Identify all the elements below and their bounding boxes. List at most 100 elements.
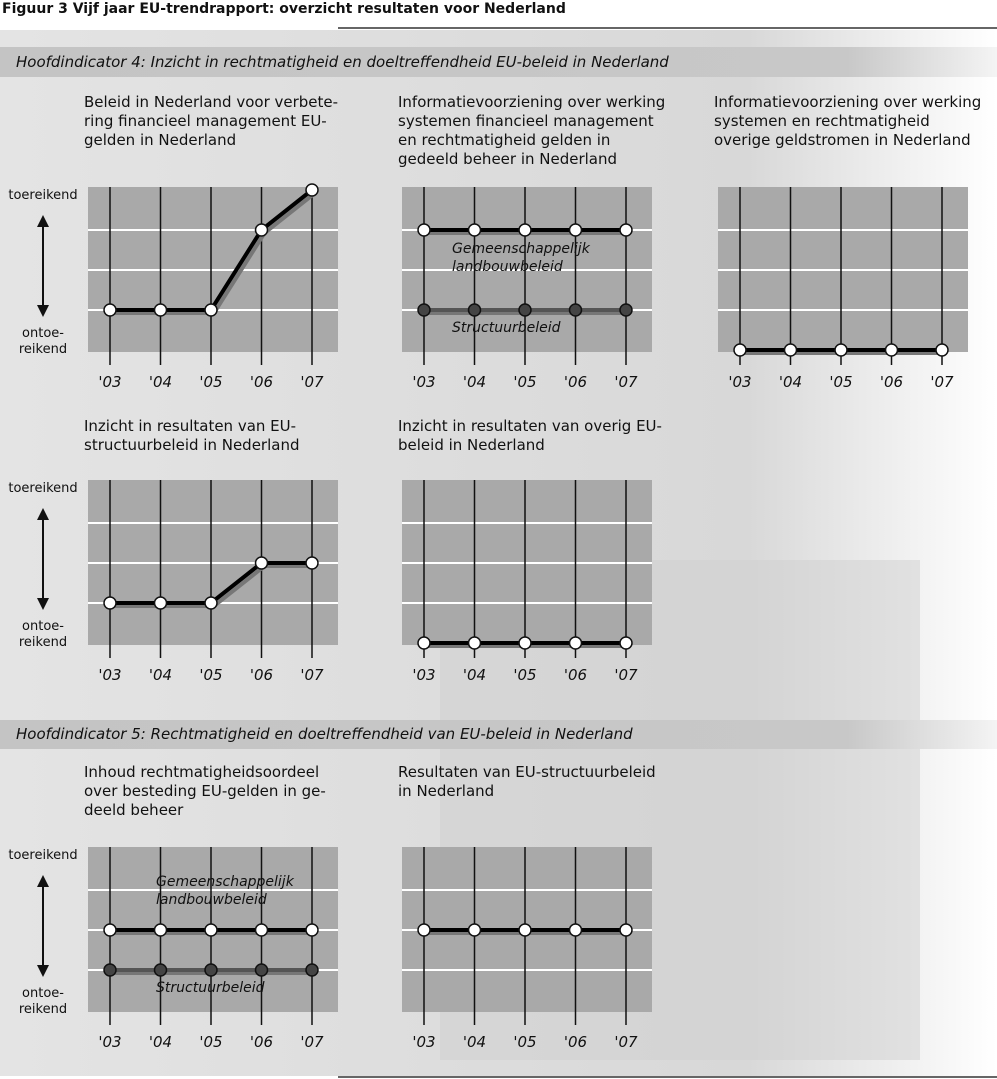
y-top-label: toereikend <box>8 188 77 203</box>
marker <box>619 636 633 650</box>
marker <box>518 303 532 317</box>
y-bottom-label: ontoe- <box>22 986 64 1001</box>
marker <box>254 923 269 937</box>
marker <box>619 303 633 317</box>
chart-title: Beleid in Nederland voor verbete- <box>84 93 338 111</box>
x-tick-label: '07 <box>614 1033 638 1051</box>
x-tick-label: '06 <box>564 373 587 391</box>
marker <box>153 963 168 977</box>
marker <box>153 303 168 317</box>
chart-title: in Nederland <box>398 782 494 800</box>
y-bottom-label: reikend <box>19 1002 67 1017</box>
x-tick-label: '05 <box>513 666 536 684</box>
series-label: landbouwbeleid <box>452 259 563 275</box>
marker <box>254 556 269 570</box>
x-tick-label: '07 <box>930 373 954 391</box>
chart-title: gedeeld beheer in Nederland <box>398 150 617 168</box>
series-label: landbouwbeleid <box>156 892 267 908</box>
marker <box>417 923 431 937</box>
y-bottom-label: ontoe- <box>22 326 64 341</box>
marker <box>467 636 482 650</box>
y-bottom-label: ontoe- <box>22 619 64 634</box>
x-tick-label: '03 <box>728 373 751 391</box>
x-tick-label: '05 <box>199 373 222 391</box>
y-top-label: toereikend <box>8 481 77 496</box>
section-header: Hoofdindicator 5: Rechtmatigheid en doel… <box>16 725 633 743</box>
arrow-head <box>37 508 49 610</box>
x-tick-label: '03 <box>412 666 435 684</box>
marker <box>935 343 949 357</box>
marker <box>204 923 218 937</box>
chart-title: systemen financieel management <box>398 112 654 130</box>
marker <box>204 596 218 610</box>
chart-title: en rechtmatigheid gelden in <box>398 131 610 149</box>
y-bottom-label: reikend <box>19 342 67 357</box>
x-tick-label: '07 <box>614 373 638 391</box>
x-tick-label: '06 <box>250 666 273 684</box>
marker <box>568 636 583 650</box>
x-tick-label: '05 <box>829 373 852 391</box>
marker <box>834 343 848 357</box>
chart-title: Informatievoorziening over werking <box>398 93 665 111</box>
marker <box>518 636 532 650</box>
marker <box>153 923 168 937</box>
chart-title: Resultaten van EU-structuurbeleid <box>398 763 656 781</box>
x-tick-label: '07 <box>300 1033 324 1051</box>
x-tick-label: '04 <box>463 373 486 391</box>
x-tick-label: '05 <box>513 1033 536 1051</box>
chart-title: Inzicht in resultaten van EU- <box>84 417 296 435</box>
figure-title: Figuur 3 Vijf jaar EU-trendrapport: over… <box>2 1 566 17</box>
marker <box>153 596 168 610</box>
section-header: Hoofdindicator 4: Inzicht in rechtmatigh… <box>16 53 669 71</box>
marker <box>305 183 319 197</box>
marker <box>467 923 482 937</box>
marker <box>103 963 117 977</box>
marker <box>783 343 798 357</box>
marker <box>518 923 532 937</box>
marker <box>417 636 431 650</box>
marker <box>733 343 747 357</box>
arrow-head <box>37 215 49 317</box>
x-tick-label: '05 <box>199 666 222 684</box>
chart-title: Informatievoorziening over werking <box>714 93 981 111</box>
x-tick-label: '06 <box>880 373 903 391</box>
x-tick-label: '04 <box>149 1033 172 1051</box>
x-tick-label: '04 <box>463 1033 486 1051</box>
x-tick-label: '06 <box>564 666 587 684</box>
marker <box>305 556 319 570</box>
x-tick-label: '07 <box>614 666 638 684</box>
x-tick-label: '06 <box>250 1033 273 1051</box>
x-tick-label: '07 <box>300 373 324 391</box>
marker <box>254 223 269 237</box>
section-bar <box>0 47 997 77</box>
series-label: Structuurbeleid <box>452 320 561 336</box>
x-tick-label: '05 <box>513 373 536 391</box>
series-label: Structuurbeleid <box>156 980 265 996</box>
marker <box>305 963 319 977</box>
marker <box>305 923 319 937</box>
chart-title: gelden in Nederland <box>84 131 236 149</box>
chart-title: Inzicht in resultaten van overig EU- <box>398 417 662 435</box>
marker <box>619 223 633 237</box>
x-tick-label: '03 <box>412 373 435 391</box>
series-label: Gemeenschappelijk <box>452 241 591 257</box>
x-tick-label: '04 <box>463 666 486 684</box>
marker <box>884 343 899 357</box>
section-bar <box>0 720 997 749</box>
chart-title: overige geldstromen in Nederland <box>714 131 971 149</box>
x-tick-label: '04 <box>779 373 802 391</box>
marker <box>103 596 117 610</box>
chart-title: deeld beheer <box>84 801 184 819</box>
marker <box>568 923 583 937</box>
arrow-head <box>37 875 49 977</box>
x-tick-label: '03 <box>98 666 121 684</box>
marker <box>568 223 583 237</box>
marker <box>417 223 431 237</box>
chart-title: systemen en rechtmatigheid <box>714 112 930 130</box>
marker <box>467 223 482 237</box>
marker <box>568 303 583 317</box>
chart-title: over besteding EU-gelden in ge- <box>84 782 326 800</box>
marker <box>518 223 532 237</box>
chart-title: Inhoud rechtmatigheidsoordeel <box>84 763 319 781</box>
